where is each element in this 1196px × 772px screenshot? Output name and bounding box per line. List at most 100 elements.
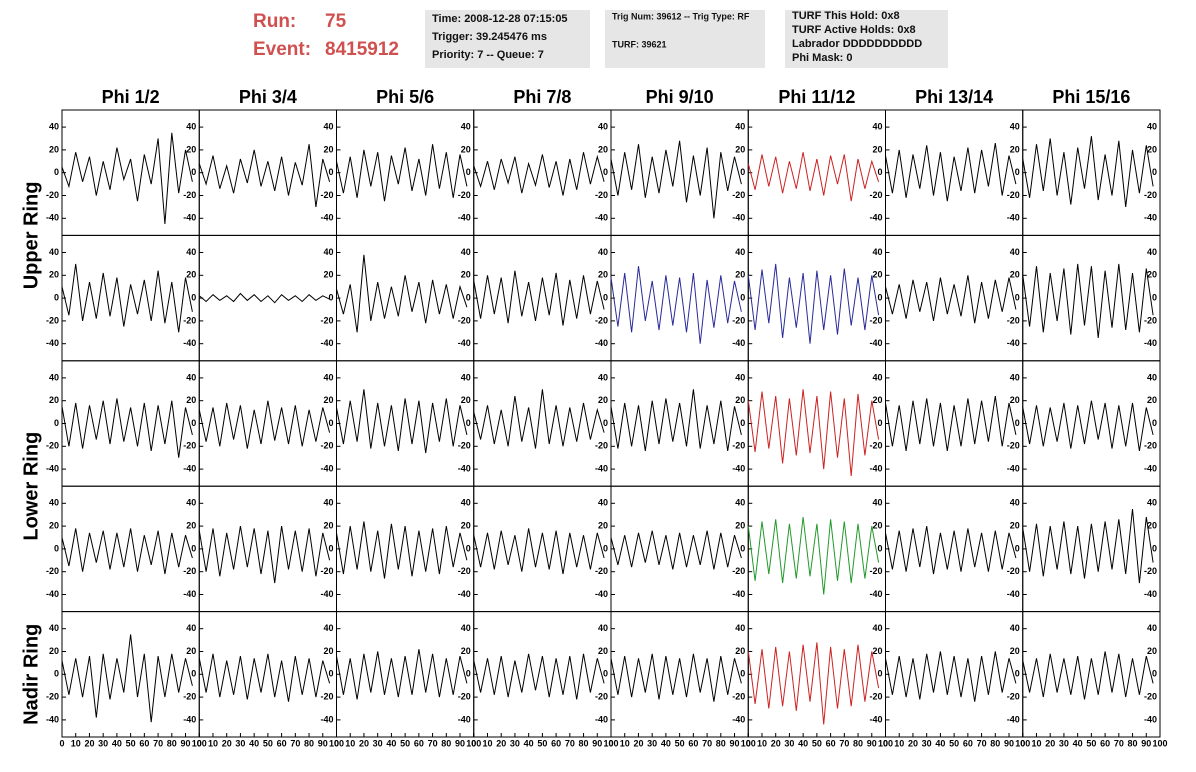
info-box [425,10,590,68]
y-tick-label: -20 [458,190,471,200]
y-tick-label: -40 [1144,714,1157,724]
y-tick-label: -40 [320,213,333,223]
y-tick-label: 40 [323,247,333,257]
y-tick-label: 0 [603,292,608,302]
y-tick-label: -40 [1144,338,1157,348]
y-tick-label: 40 [323,498,333,508]
y-tick-label: -40 [320,714,333,724]
y-tick-label: 0 [466,669,471,679]
panel-frame [1022,611,1161,738]
x-tick-label: 20 [771,738,781,748]
y-tick-label: 40 [186,623,196,633]
y-tick-label: 0 [191,292,196,302]
x-tick-label: 30 [510,738,520,748]
y-tick-label: 20 [872,270,882,280]
y-tick-label: 0 [54,418,59,428]
y-tick-label: 20 [1147,270,1157,280]
y-tick-label: -40 [1007,213,1020,223]
x-tick-label: 50 [400,738,410,748]
y-tick-label: -20 [869,691,882,701]
y-tick-label: -20 [732,566,745,576]
y-tick-label: 0 [1015,167,1020,177]
y-tick-label: 20 [186,144,196,154]
y-tick-label: -20 [458,315,471,325]
y-tick-label: -20 [1007,691,1020,701]
x-tick-label: 60 [139,738,149,748]
y-tick-label: -40 [1144,589,1157,599]
y-tick-label: 0 [1152,167,1157,177]
y-tick-label: 40 [872,498,882,508]
x-tick-label: 50 [126,738,136,748]
x-tick-label: 20 [84,738,94,748]
y-tick-label: -40 [46,714,59,724]
panel-frame [1022,234,1161,362]
y-tick-label: 20 [598,395,608,405]
x-tick-label: 70 [702,738,712,748]
x-tick-label: 40 [661,738,671,748]
x-tick-label: 70 [977,738,987,748]
y-tick-label: 20 [1010,144,1020,154]
y-tick-label: 0 [191,543,196,553]
y-tick-label: -40 [320,589,333,599]
y-tick-label: -20 [869,190,882,200]
x-tick-label: 80 [579,738,589,748]
y-tick-label: 20 [872,395,882,405]
panel-frame [61,109,200,236]
x-tick-label: 0 [59,738,64,748]
x-tick-label: 60 [826,738,836,748]
y-tick-label: 40 [735,247,745,257]
y-tick-label: -20 [458,691,471,701]
x-tick-label: 80 [304,738,314,748]
panel-frame [473,485,612,613]
y-tick-label: 0 [54,669,59,679]
x-tick-label: 40 [112,738,122,748]
panel-frame [885,109,1024,236]
panel-frame [198,485,337,613]
y-tick-label: 20 [49,270,59,280]
y-tick-label: 0 [877,543,882,553]
y-tick-label: 20 [598,144,608,154]
info-box [605,10,765,68]
x-tick-label: 100 [741,738,756,748]
waveform [610,530,742,570]
waveform [61,528,193,575]
y-tick-label: 20 [598,646,608,656]
waveform [610,653,742,702]
y-tick-label: 0 [328,418,333,428]
y-tick-label: 0 [191,167,196,177]
y-tick-label: 0 [191,669,196,679]
y-tick-label: 40 [186,121,196,131]
y-tick-label: -40 [458,463,471,473]
x-tick-label: 100 [466,738,481,748]
x-tick-label: 90 [592,738,602,748]
info-line: TURF: 39621 [612,39,667,49]
y-tick-label: 40 [872,121,882,131]
y-tick-label: -20 [183,566,196,576]
y-tick-label: -40 [1007,714,1020,724]
waveform [198,144,331,207]
x-tick-label: 10 [757,738,767,748]
y-tick-label: 0 [466,167,471,177]
y-tick-label: 40 [1147,498,1157,508]
y-tick-label: 0 [54,167,59,177]
x-tick-label: 100 [1152,738,1167,748]
x-tick-label: 70 [839,738,849,748]
x-tick-label: 100 [192,738,207,748]
panel-frame [198,234,337,362]
run-label: Run: [253,11,296,32]
waveform [336,649,468,700]
y-tick-label: 20 [49,395,59,405]
x-tick-label: 40 [1073,738,1083,748]
panel-frame [336,611,475,738]
y-tick-label: -40 [183,463,196,473]
x-tick-label: 80 [441,738,451,748]
y-tick-label: -20 [183,441,196,451]
y-tick-label: -40 [869,714,882,724]
y-tick-label: 0 [54,543,59,553]
x-tick-label: 10 [345,738,355,748]
waveform [336,144,468,202]
y-tick-label: 20 [186,270,196,280]
y-tick-label: -20 [1144,441,1157,451]
x-tick-label: 70 [1114,738,1124,748]
panel-frame [747,485,886,613]
